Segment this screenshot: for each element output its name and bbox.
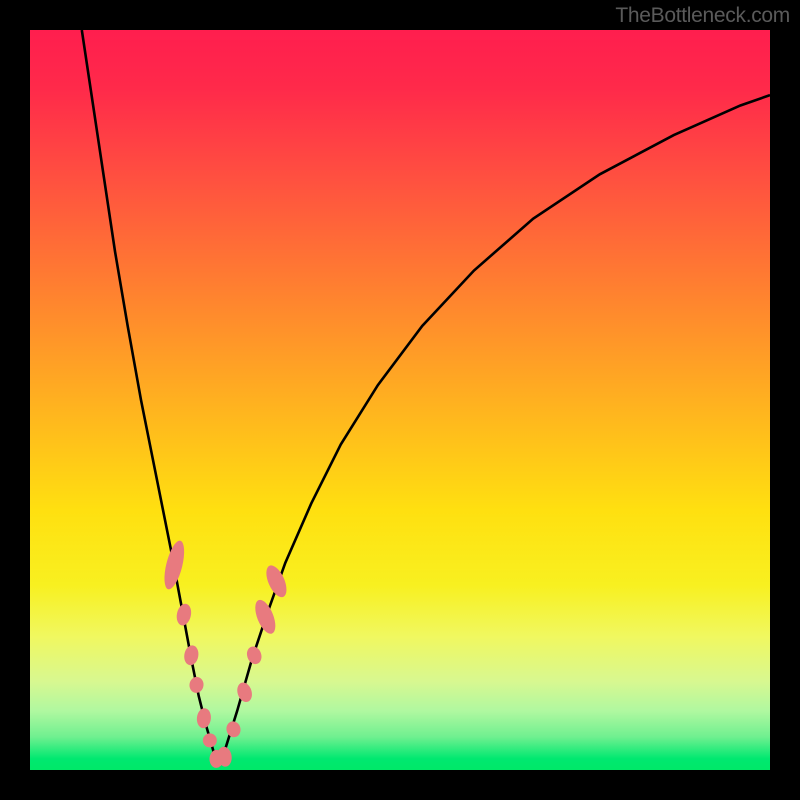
chart-frame: TheBottleneck.com (0, 0, 800, 800)
attribution-text: TheBottleneck.com (615, 4, 790, 28)
plot-area (30, 30, 770, 770)
bottleneck-curve-chart (30, 30, 770, 770)
